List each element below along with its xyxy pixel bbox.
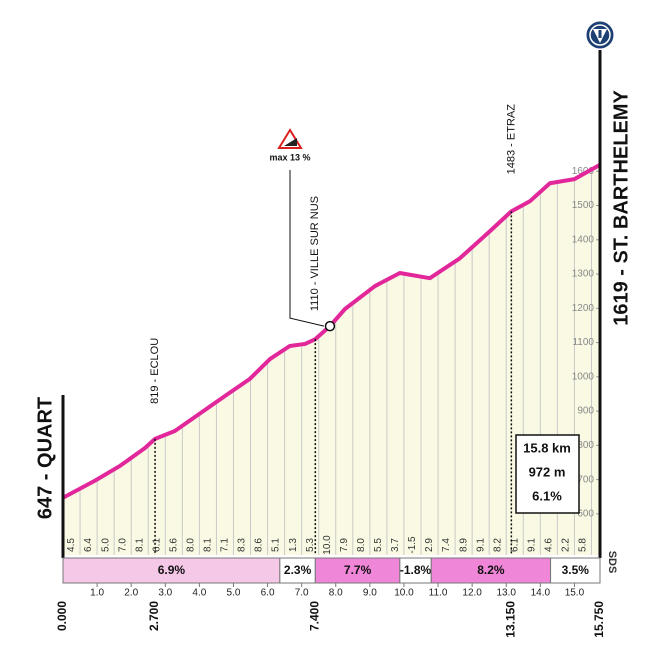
- x-tick-label: 5.0: [227, 588, 241, 599]
- x-tick-label: 10.0: [394, 588, 414, 599]
- segment: [430, 557, 552, 584]
- distance-mark: 15.750: [592, 601, 606, 638]
- segment: [279, 557, 316, 584]
- x-tick-label: 4.0: [192, 588, 206, 599]
- segment-label: -1.8%: [400, 563, 432, 577]
- x-tick-label: 11.0: [429, 588, 448, 599]
- grade-label: 7.4: [441, 538, 452, 552]
- x-tick-label: 9.0: [363, 588, 377, 599]
- grade-label: 2.9: [424, 538, 435, 552]
- profile-area: [63, 164, 600, 556]
- distance-mark: 7.400: [307, 601, 321, 631]
- grade-label: 6.4: [83, 538, 94, 552]
- start-label: 647 - QUART: [34, 397, 56, 519]
- grade-label: 1.3: [288, 538, 299, 552]
- max-grade-point: [324, 320, 336, 332]
- grade-label: 8.1: [134, 538, 145, 552]
- segment-label: 3.5%: [562, 563, 590, 577]
- x-tick-label: 13.0: [497, 588, 517, 599]
- grade-label: 6.1: [509, 538, 520, 552]
- x-tick-label: 2.0: [124, 588, 138, 599]
- grade-label: 8.0: [356, 538, 367, 552]
- finish-icon: [586, 21, 614, 49]
- grade-label: 9.1: [475, 538, 486, 552]
- summary-box: [515, 434, 580, 514]
- footer-mark: SDS: [606, 551, 618, 574]
- grade-label: 10.0: [322, 535, 333, 555]
- y-tick-label: 900: [577, 406, 594, 417]
- x-tick-label: 15.0: [565, 588, 585, 599]
- grade-label: 5.3: [305, 538, 316, 552]
- grade-label: 9.1: [526, 538, 537, 552]
- distance-mark: 13.150: [504, 601, 518, 638]
- summary-line: 972 m: [529, 464, 566, 479]
- grade-label: 5.0: [100, 538, 111, 552]
- grade-label: 4.6: [543, 538, 554, 552]
- grade-label: 8.9: [458, 538, 469, 552]
- x-tick-label: 6.0: [261, 588, 275, 599]
- max-grade-leader: [289, 170, 325, 327]
- max-grade-label: max 13 %: [269, 152, 310, 162]
- y-tick-label: 700: [577, 474, 594, 485]
- waypoint-label: 819 - ECLOU: [149, 338, 161, 404]
- y-tick-label: 1000: [572, 371, 595, 382]
- grade-label: 7.9: [339, 538, 350, 552]
- y-tick-label: 1500: [572, 200, 595, 211]
- x-tick-label: 7.0: [295, 588, 309, 599]
- waypoint-label: 1483 - ETRAZ: [505, 104, 517, 175]
- x-tick-label: 14.0: [531, 588, 551, 599]
- finish-label: 1619 - ST. BARTHELEMY: [610, 90, 632, 326]
- grade-label: 8.1: [203, 538, 214, 552]
- y-tick-label: 1600: [572, 166, 595, 177]
- grade-label: 5.8: [578, 538, 589, 552]
- grade-label: 5.6: [168, 538, 179, 552]
- grade-label: 7.1: [220, 538, 231, 552]
- x-tick-label: 1.0: [90, 588, 104, 599]
- grade-label: 4.5: [66, 538, 77, 552]
- segment-label: 8.2%: [477, 563, 505, 577]
- y-tick-label: 1300: [572, 269, 595, 280]
- distance-mark: 2.700: [147, 601, 161, 631]
- grade-label: -1.5: [407, 536, 418, 554]
- segment-label: 2.3%: [284, 563, 312, 577]
- x-tick-label: 3.0: [158, 588, 172, 599]
- grade-label: 7.0: [117, 538, 128, 552]
- y-tick-label: 800: [577, 440, 594, 451]
- segment-label: 7.7%: [344, 563, 372, 577]
- segment: [399, 557, 432, 584]
- y-tick-label: 600: [577, 509, 594, 520]
- summary-line: 15.8 km: [523, 440, 571, 455]
- y-tick-label: 1200: [572, 303, 595, 314]
- distance-mark: 0.000: [55, 601, 69, 631]
- grade-label: 6.1: [151, 538, 162, 552]
- waypoint-label: 1110 - VILLE SUR NUS: [309, 196, 321, 311]
- x-tick-label: 12.0: [462, 588, 482, 599]
- segment: [550, 557, 601, 584]
- grade-label: 8.0: [185, 538, 196, 552]
- segment: [314, 557, 401, 584]
- grade-label: 8.3: [237, 538, 248, 552]
- summary-line: 6.1%: [532, 488, 562, 503]
- grade-label: 8.6: [254, 538, 265, 552]
- y-tick-label: 1100: [572, 337, 594, 348]
- grade-label: 5.5: [373, 538, 384, 552]
- grade-label: 2.2: [561, 538, 572, 552]
- x-tick-label: 8.0: [329, 588, 343, 599]
- grade-label: 5.1: [271, 538, 282, 552]
- max-grade-icon-fill: [284, 138, 297, 146]
- y-tick-label: 1400: [572, 234, 595, 245]
- segment-label: 6.9%: [158, 563, 186, 577]
- grade-label: 3.7: [390, 538, 401, 552]
- grade-label: 8.2: [492, 538, 503, 552]
